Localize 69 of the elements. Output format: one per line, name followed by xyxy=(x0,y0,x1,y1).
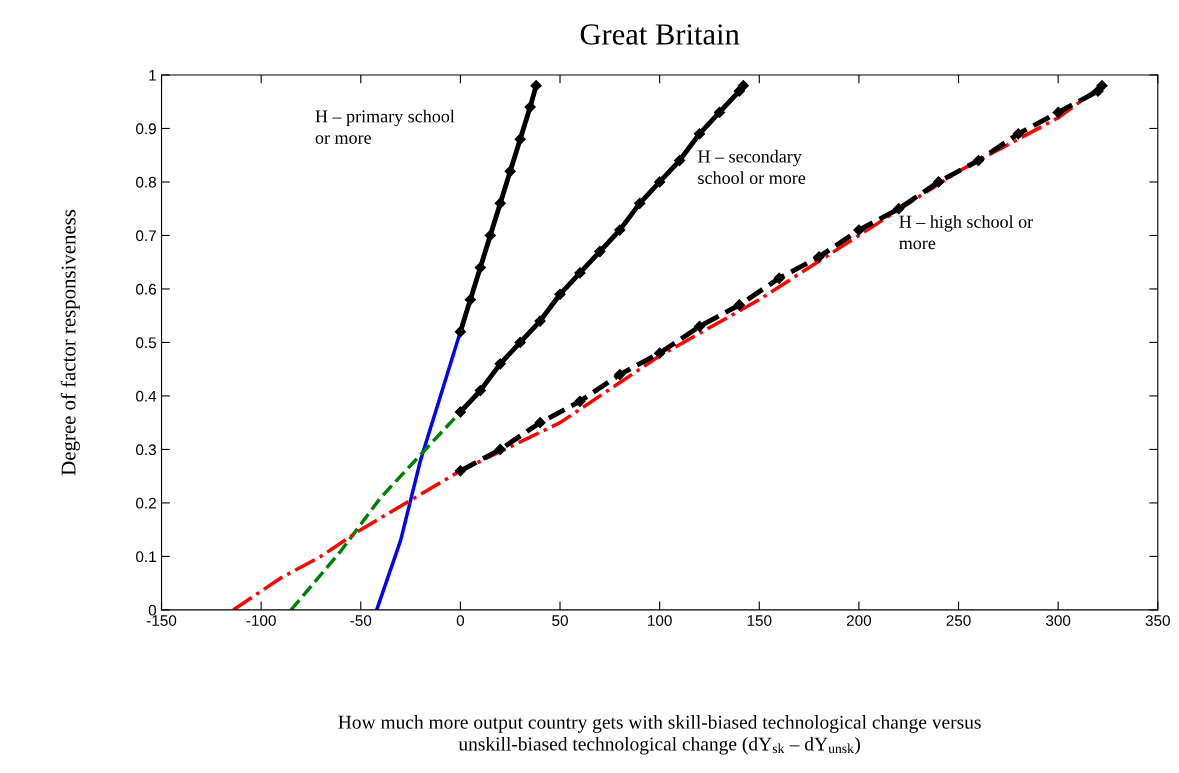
point xyxy=(1052,106,1064,119)
point xyxy=(853,224,865,236)
point xyxy=(464,294,476,306)
point xyxy=(574,267,586,279)
point xyxy=(454,406,467,418)
x-tick-label: 50 xyxy=(552,615,568,626)
point xyxy=(713,106,726,119)
point xyxy=(654,347,666,359)
y-tick-label: 1 xyxy=(149,70,156,81)
point xyxy=(773,272,785,284)
point xyxy=(614,368,626,381)
point xyxy=(494,358,506,370)
y-tick-label: 0.2 xyxy=(136,497,156,509)
point xyxy=(733,299,745,311)
annotation: H – primary school or more xyxy=(315,109,455,144)
point xyxy=(524,101,536,113)
point xyxy=(673,154,686,167)
x-tick-label: -100 xyxy=(246,615,276,626)
point xyxy=(494,443,506,456)
point xyxy=(474,384,486,397)
point xyxy=(654,176,666,188)
y-axis-title: Degree of factor responsiveness xyxy=(60,209,80,476)
y-tick-label: 0.3 xyxy=(136,444,156,456)
x-tick-label: 0 xyxy=(456,615,465,626)
point xyxy=(1012,128,1024,140)
point xyxy=(514,133,526,145)
y-tick-label: 0.8 xyxy=(136,176,156,188)
y-tick-label: 0.1 xyxy=(136,551,156,563)
point xyxy=(574,395,586,407)
point xyxy=(614,224,626,236)
point xyxy=(893,203,905,215)
point xyxy=(737,80,749,92)
point xyxy=(474,261,486,274)
x-tick-label: 300 xyxy=(1045,615,1071,626)
point xyxy=(932,176,945,188)
x-tick-label: 250 xyxy=(946,615,971,626)
point xyxy=(693,128,706,140)
point xyxy=(594,245,606,258)
point xyxy=(530,80,542,92)
y-tick-label: 0.7 xyxy=(136,230,156,242)
x-tick-label: 200 xyxy=(846,615,872,626)
y-tick-label: 0 xyxy=(148,604,157,616)
y-tick-label: 0.6 xyxy=(136,283,156,295)
point xyxy=(534,315,546,327)
x-axis-title: How much more output country gets with skill-biased technological change versus unskill-biased technological change (dY$_{sk}$ – dY$_{unsk}$) xyxy=(338,715,981,755)
point xyxy=(454,465,467,477)
x-tick-label: -150 xyxy=(146,615,177,626)
point xyxy=(1096,80,1108,92)
annotation: H – high school or more xyxy=(899,215,1033,250)
point xyxy=(504,165,516,177)
point xyxy=(813,251,825,263)
point xyxy=(554,288,566,300)
annotation: H – secondary school or more xyxy=(698,149,806,185)
y-tick-label: 0.9 xyxy=(136,123,156,135)
point xyxy=(494,197,506,209)
point xyxy=(534,417,546,429)
point xyxy=(484,229,496,242)
point xyxy=(634,197,646,209)
y-tick-label: 0.5 xyxy=(136,337,157,349)
x-tick-label: 350 xyxy=(1145,615,1170,626)
x-tick-label: 150 xyxy=(747,615,772,626)
point xyxy=(972,154,985,167)
chart-title: Great Britain xyxy=(580,24,740,45)
point xyxy=(693,320,706,332)
x-tick-label: -50 xyxy=(350,615,372,626)
y-tick-label: 0.4 xyxy=(136,390,157,402)
point xyxy=(514,336,526,349)
point xyxy=(454,326,467,338)
x-tick-label: 100 xyxy=(648,615,672,626)
